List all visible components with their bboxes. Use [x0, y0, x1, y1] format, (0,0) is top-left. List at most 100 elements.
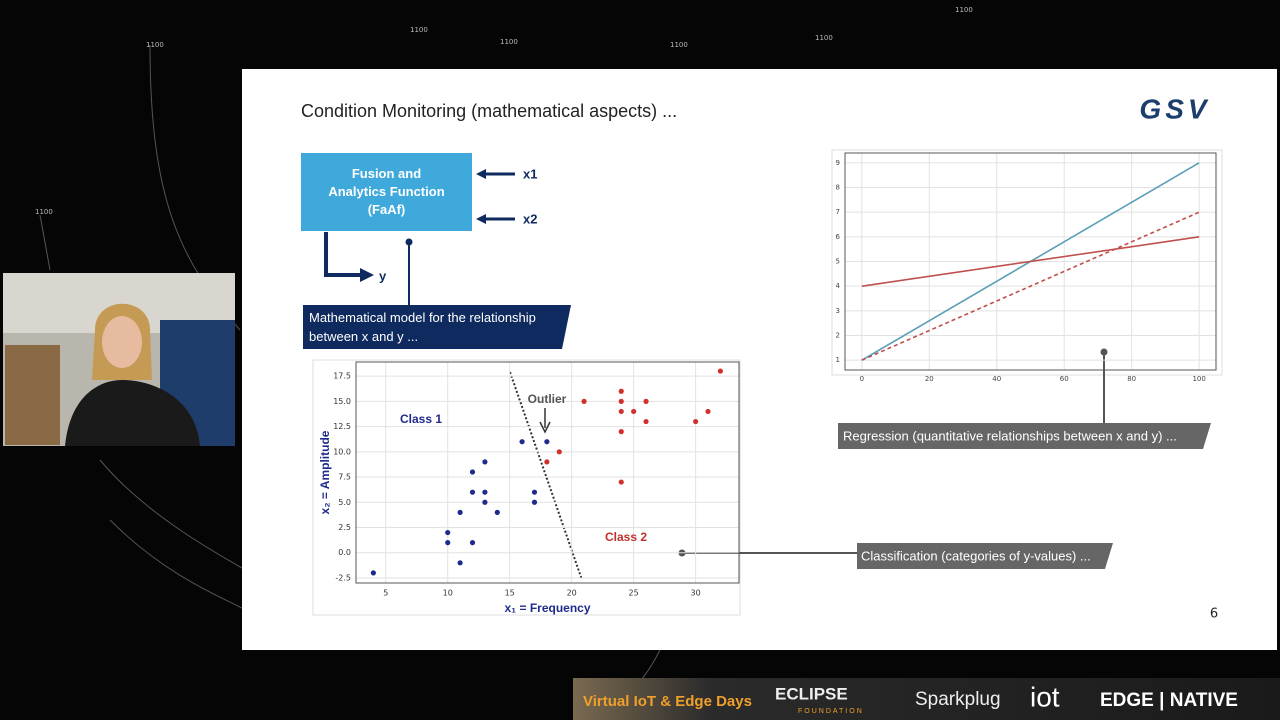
x-tick-label: 20: [925, 375, 934, 383]
annotation: Class 1: [400, 412, 442, 426]
brand: EDGE | NATIVE: [1100, 690, 1238, 711]
x-tick-label: 0: [860, 375, 864, 383]
function-box-label: Fusion and Analytics Function (FaAf): [328, 166, 445, 217]
point: [482, 499, 488, 505]
x-tick-label: 30: [691, 589, 701, 598]
point: [544, 439, 550, 445]
y-tick-label: 7: [836, 208, 840, 216]
y-tick-label: 5.0: [338, 498, 351, 507]
point: [618, 429, 624, 435]
annotation: Outlier: [528, 392, 567, 406]
point: [631, 408, 637, 415]
classification-callout: [857, 543, 1113, 569]
brand: ECLIPSE: [775, 684, 848, 703]
plot-frame: [844, 152, 1217, 371]
point: [457, 509, 463, 515]
bg-label: 1100: [35, 208, 53, 216]
y-tick-label: 4: [836, 282, 841, 290]
x-tick-label: 5: [383, 589, 388, 598]
arrows: [324, 169, 515, 282]
point: [643, 398, 649, 404]
x-tick-label: 20: [567, 589, 577, 598]
x-tick-label: 60: [1060, 375, 1069, 383]
regression-callout-text: Regression (quantitative relationships b…: [843, 428, 1177, 443]
line: [861, 211, 1200, 361]
brand-sub: FOUNDATION: [798, 708, 864, 715]
footer-bar: [573, 678, 1280, 720]
point: [494, 509, 500, 515]
y-tick-label: 3: [836, 307, 840, 315]
classification-callout-text: Classification (categories of y-values) …: [861, 548, 1091, 563]
model-callout: [303, 305, 571, 349]
point: [618, 388, 624, 394]
point: [717, 368, 724, 374]
x-tick-label: 80: [1127, 375, 1136, 383]
x-tick-label: 100: [1192, 375, 1205, 383]
chart-panel: [312, 359, 741, 616]
bg-label: 1100: [410, 26, 428, 34]
bg-label: 1100: [670, 41, 688, 49]
y-tick-label: 9: [836, 159, 840, 167]
logo: GSV: [1139, 93, 1210, 124]
point: [482, 459, 488, 465]
point: [469, 489, 476, 495]
y-tick-label: 1: [836, 356, 840, 364]
point: [457, 560, 463, 566]
output-label: y: [379, 268, 387, 283]
line: [861, 236, 1200, 287]
bg-label: 1100: [500, 38, 518, 46]
point: [531, 489, 538, 495]
point: [519, 439, 525, 445]
x-tick-label: 10: [443, 589, 453, 598]
point: [544, 459, 550, 465]
y-tick-label: 12.5: [333, 422, 351, 431]
point: [618, 479, 624, 485]
point: [445, 540, 451, 546]
bg-label: 1100: [815, 34, 833, 42]
webcam: [3, 273, 235, 446]
regression-callout: [838, 423, 1211, 449]
bg-label: 1100: [955, 6, 973, 14]
point: [531, 499, 538, 505]
point: [618, 408, 624, 415]
page-number: 6: [1210, 607, 1218, 622]
bg-label: 1100: [146, 41, 164, 49]
point: [556, 449, 562, 455]
point: [469, 469, 476, 475]
point: [643, 418, 649, 425]
y-tick-label: 2: [836, 331, 840, 339]
y-tick-label: 17.5: [333, 372, 351, 381]
y-tick-label: 7.5: [338, 473, 351, 482]
point: [693, 418, 699, 425]
point: [705, 408, 711, 415]
y-tick-label: 5: [836, 258, 840, 266]
point: [469, 540, 476, 546]
point: [618, 398, 624, 404]
y-tick-label: 2.5: [338, 523, 351, 532]
point: [445, 529, 451, 536]
function-box-label-wrap: Fusion and Analytics Function (FaAf): [328, 166, 445, 217]
event-name: Virtual IoT & Edge Days: [583, 693, 752, 710]
annotation-arrow: [539, 408, 551, 434]
point: [482, 489, 488, 495]
slide-title: Condition Monitoring (mathematical aspec…: [301, 101, 677, 121]
point: [581, 398, 587, 404]
model-callout-text: Mathematical model for the relationship …: [309, 310, 536, 344]
y-tick-label: 6: [836, 233, 841, 241]
input-label: x1: [523, 166, 537, 181]
model-callout-wrap: Mathematical model for the relationship …: [309, 310, 536, 344]
x-tick-label: 25: [629, 589, 639, 598]
y-tick-label: 15.0: [333, 397, 351, 406]
input-label: x2: [523, 211, 537, 226]
x-tick-label: 40: [992, 375, 1001, 383]
brand: iot: [1030, 681, 1060, 712]
x-axis-label: x₁ = Frequency: [505, 601, 591, 615]
y-tick-label: 0.0: [338, 548, 351, 557]
y-tick-label: 10.0: [333, 447, 351, 456]
y-tick-label: -2.5: [335, 573, 351, 582]
annotation: Class 2: [605, 530, 647, 544]
x-tick-label: 15: [505, 589, 515, 598]
decision-boundary: [509, 371, 583, 581]
function-box: [301, 153, 472, 231]
